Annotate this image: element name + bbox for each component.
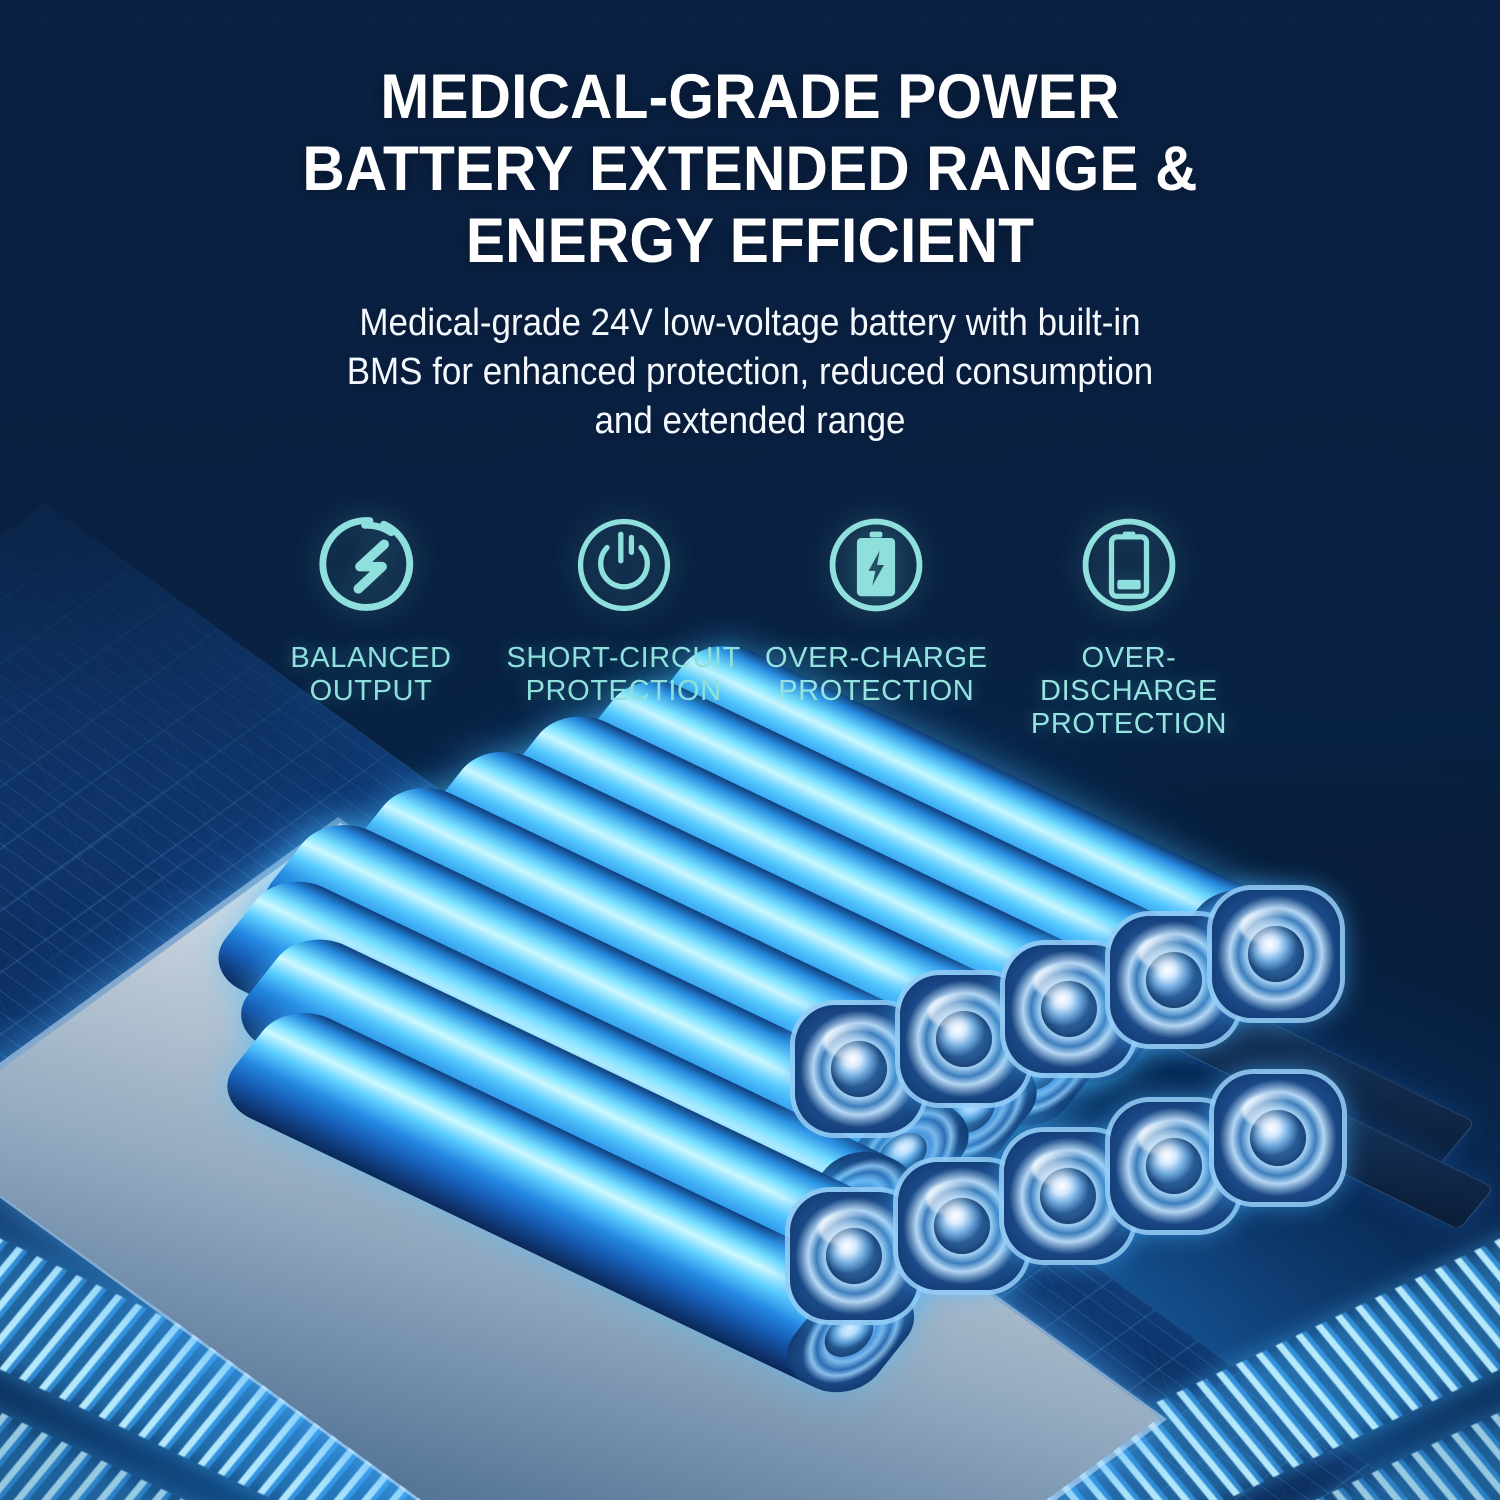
feature-over-charge-protection: OVER-CHARGE PROTECTION bbox=[750, 512, 1002, 708]
power-button-icon bbox=[577, 518, 670, 612]
feature-list: BALANCED OUTPUT SHORT-CIRCUIT PROTECTION… bbox=[245, 512, 1255, 740]
feature-label: OVER-DISCHARGE PROTECTION bbox=[1030, 642, 1228, 740]
page-subtitle: Medical-grade 24V low-voltage battery wi… bbox=[285, 299, 1214, 445]
lightning-bolt-in-circle-icon bbox=[319, 517, 414, 611]
battery-low-icon bbox=[1082, 518, 1176, 612]
headline-line-3: ENERGY EFFICIENT bbox=[465, 205, 1035, 276]
feature-label: BALANCED OUTPUT bbox=[290, 642, 452, 707]
subtitle-line-2: BMS for enhanced protection, reduced con… bbox=[346, 351, 1154, 394]
battery-terminal-upper-5 bbox=[1212, 890, 1340, 1018]
feature-short-circuit-protection: SHORT-CIRCUIT PROTECTION bbox=[498, 512, 750, 708]
battery-terminal-upper-2 bbox=[900, 975, 1028, 1103]
feature-label: SHORT-CIRCUIT PROTECTION bbox=[506, 642, 741, 707]
subtitle-line-3: and extended range bbox=[594, 399, 906, 442]
feature-over-discharge-protection: OVER-DISCHARGE PROTECTION bbox=[1003, 512, 1255, 740]
battery-charging-icon bbox=[829, 518, 923, 612]
subtitle-line-1: Medical-grade 24V low-voltage battery wi… bbox=[359, 302, 1141, 345]
header-block: MEDICAL-GRADE POWER BATTERY EXTENDED RAN… bbox=[0, 0, 1500, 445]
feature-label: OVER-CHARGE PROTECTION bbox=[765, 642, 988, 707]
tech-grid-overlay bbox=[0, 0, 1500, 760]
headline-line-1: MEDICAL-GRADE POWER bbox=[380, 62, 1120, 132]
page-title: MEDICAL-GRADE POWER BATTERY EXTENDED RAN… bbox=[53, 62, 1448, 277]
battery-terminal-lower-5 bbox=[1214, 1074, 1342, 1202]
headline-line-2: BATTERY EXTENDED RANGE & bbox=[302, 133, 1198, 204]
feature-balanced-output: BALANCED OUTPUT bbox=[245, 512, 497, 708]
